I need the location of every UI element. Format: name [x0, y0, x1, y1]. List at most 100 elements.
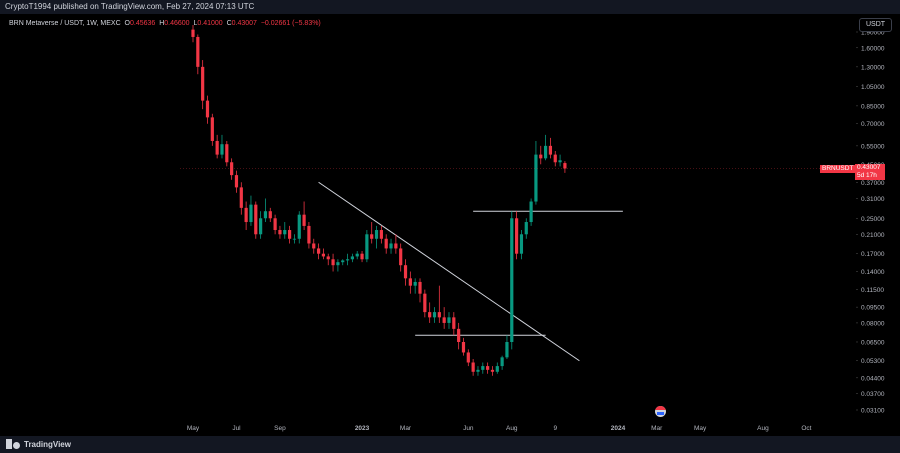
- candle-body: [191, 29, 195, 37]
- candle-body: [408, 278, 412, 286]
- bar-countdown: 5d 17h: [857, 172, 877, 179]
- candle-body: [350, 256, 354, 260]
- candle-body: [360, 253, 364, 260]
- x-tick-label: 2023: [355, 425, 370, 432]
- candle-body: [539, 154, 543, 159]
- high-value: 0.46600: [164, 20, 190, 27]
- candle-body: [355, 253, 359, 257]
- candle-body: [490, 369, 495, 372]
- candle-body: [447, 317, 451, 323]
- candle-body: [307, 225, 311, 244]
- candle-body: [220, 144, 224, 155]
- y-tick-label: 0.14000: [861, 269, 885, 276]
- candle-body: [370, 234, 374, 239]
- symbol-legend: BRN Metaverse / USDT, 1W, MEXC O0.45636 …: [9, 20, 321, 27]
- low-value: 0.41000: [197, 20, 223, 27]
- candle-body: [461, 341, 466, 353]
- y-tick-label: 0.31000: [861, 196, 885, 203]
- chart-area[interactable]: 1.90000 1.60000 1.30000 1.05000 0.85000 0.700…: [0, 14, 900, 436]
- candle-body: [432, 312, 437, 318]
- candle-body: [297, 214, 301, 239]
- candle-body: [423, 293, 427, 313]
- candle-body: [476, 369, 480, 372]
- candle-body: [316, 248, 321, 254]
- x-tick-label: 2024: [611, 425, 626, 432]
- y-tick-label: 0.11500: [861, 287, 884, 294]
- candle-body: [336, 262, 340, 266]
- candle-body: [529, 201, 533, 223]
- y-tick-label: 0.09500: [861, 305, 885, 312]
- candle-body: [428, 312, 432, 318]
- candle-body: [379, 230, 383, 239]
- candle-body: [201, 66, 205, 101]
- candle-body: [259, 218, 263, 235]
- candle-body: [524, 222, 528, 235]
- candle-body: [341, 260, 345, 263]
- change-value: −0.02661 (−5.83%): [260, 20, 321, 27]
- y-tick-label: 0.05300: [861, 358, 885, 365]
- candle-body: [486, 366, 490, 370]
- low-label: L: [193, 20, 198, 27]
- candle-body: [196, 36, 200, 67]
- y-tick-label: 0.21000: [861, 232, 885, 239]
- tradingview-logo[interactable]: TradingView: [6, 439, 71, 449]
- y-tick-label: 0.25000: [861, 216, 885, 223]
- y-tick-label: 1.30000: [861, 64, 885, 71]
- candle-body: [505, 341, 509, 358]
- candlestick-chart[interactable]: 1.90000 1.60000 1.30000 1.05000 0.85000 0.700…: [0, 14, 900, 436]
- candle-body: [365, 234, 369, 260]
- x-tick-label: May: [694, 425, 707, 432]
- candle-body: [302, 214, 306, 226]
- close-label: C: [226, 20, 232, 27]
- candle-body: [553, 154, 557, 163]
- candle-body: [374, 230, 379, 239]
- x-tick-label: Aug: [506, 425, 518, 432]
- x-tick-label: 9: [553, 425, 557, 432]
- candle-body: [345, 259, 350, 261]
- candle-body: [254, 204, 258, 235]
- candle-body: [519, 234, 524, 254]
- candle-body: [244, 207, 248, 223]
- candle-body: [534, 154, 538, 202]
- high-label: H: [159, 20, 165, 27]
- last-price-tag: 0.43007 5d 17h: [855, 164, 885, 180]
- candle-body: [466, 352, 470, 363]
- candle-body: [437, 312, 441, 318]
- candle-body: [563, 163, 567, 169]
- y-tick-label: 0.04400: [861, 375, 885, 382]
- earnings-event-icon[interactable]: [655, 406, 666, 417]
- open-value: 0.45636: [129, 20, 156, 27]
- x-tick-label: Aug: [757, 425, 769, 432]
- publish-info: CryptoT1994 published on TradingView.com…: [5, 2, 255, 11]
- candle-body: [225, 144, 229, 163]
- symbol-price-tag: BRNUSDT: [820, 165, 856, 173]
- candle-body: [418, 281, 422, 294]
- x-tick-label: Mar: [651, 425, 663, 432]
- y-tick-label: 0.08000: [861, 320, 885, 327]
- x-tick-label: Oct: [801, 425, 811, 432]
- candle-body: [273, 218, 277, 231]
- candle-body: [403, 265, 408, 279]
- y-tick-label: 0.37000: [861, 180, 885, 187]
- publish-header: CryptoT1994 published on TradingView.com…: [0, 0, 900, 14]
- candle-body: [471, 362, 475, 372]
- y-tick-label: 0.03100: [861, 408, 885, 415]
- y-tick-label: 0.70000: [861, 121, 885, 128]
- candle-body: [321, 253, 326, 257]
- close-value: 0.43007: [231, 20, 257, 27]
- trendline: [318, 181, 580, 362]
- candle-body: [234, 175, 239, 188]
- symbol-name: BRN Metaverse / USDT, 1W, MEXC: [9, 20, 121, 27]
- currency-button[interactable]: USDT: [859, 18, 892, 32]
- candle-body: [558, 160, 562, 163]
- candle-body: [510, 218, 514, 342]
- candle-body: [268, 211, 272, 219]
- candle-body: [239, 187, 243, 208]
- y-tick-label: 0.06500: [861, 339, 885, 346]
- candle-body: [326, 256, 330, 260]
- y-tick-label: 0.85000: [861, 103, 885, 110]
- candle-body: [384, 238, 388, 249]
- y-tick-label: 0.55000: [861, 143, 885, 150]
- candle-body: [500, 357, 504, 367]
- candle-body: [442, 317, 446, 323]
